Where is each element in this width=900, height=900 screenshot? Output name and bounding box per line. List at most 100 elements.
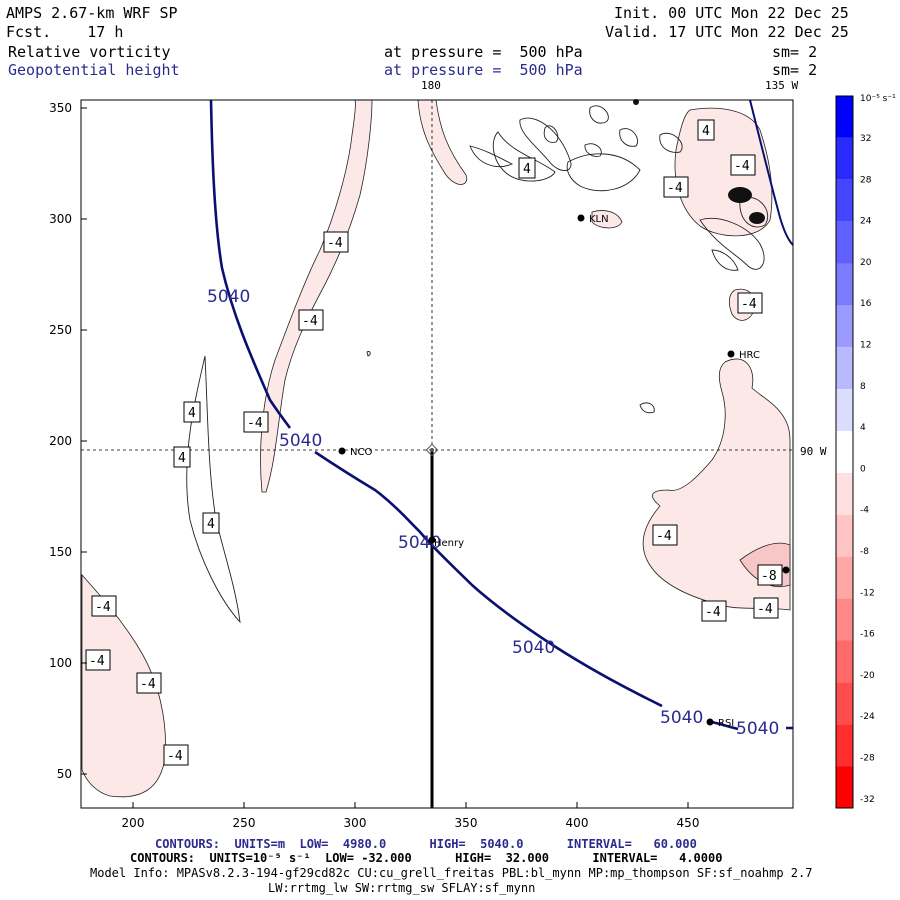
init-time: Init. 00 UTC Mon 22 Dec 25 xyxy=(614,4,849,22)
colorbar-tick-label: 24 xyxy=(860,217,872,227)
y-axis: 350 300 250 200 150 100 50 xyxy=(49,101,87,781)
colorbar-segment xyxy=(836,556,853,599)
height-label-5040: 5040 xyxy=(207,287,250,307)
colorbar-tick-label: 16 xyxy=(860,299,872,309)
colorbar-tick-label: 4 xyxy=(860,423,866,433)
vort-label: 4 xyxy=(207,517,215,532)
stations: KLN HRC NCO Henry RSI xyxy=(338,214,790,729)
x-axis: 200 250 300 350 400 450 xyxy=(122,802,700,830)
colorbar-tick-label: -28 xyxy=(860,754,875,764)
station-henry: Henry xyxy=(434,538,464,549)
y-tick-label: 200 xyxy=(49,434,72,448)
y-tick-label: 150 xyxy=(49,545,72,559)
colorbar-tick-label: 28 xyxy=(860,175,872,185)
vort-label: 4 xyxy=(178,451,186,466)
field1-smoothing: sm= 2 xyxy=(772,43,818,61)
lon-90w-label: 90 W xyxy=(800,445,827,458)
plot-frame xyxy=(80,99,794,809)
colorbar-tick-label: -4 xyxy=(860,506,869,516)
vort-label: -4 xyxy=(734,159,750,174)
vort-label: -4 xyxy=(327,236,343,251)
lon-135w-label: 135 W xyxy=(765,79,798,92)
vort-label: -4 xyxy=(757,602,773,617)
vort-label: -4 xyxy=(95,600,111,615)
vort-area-east-coast xyxy=(642,358,791,611)
colorbar-segment xyxy=(836,263,853,306)
field2-smoothing: sm= 2 xyxy=(772,61,818,79)
colorbar-segment xyxy=(836,598,853,641)
vort-label: -4 xyxy=(89,654,105,669)
vort-label: 4 xyxy=(702,124,710,139)
crosshair-marker xyxy=(425,443,439,457)
field2-pressure: at pressure = 500 hPa xyxy=(384,61,583,79)
colorbar-tick-label: 0 xyxy=(860,464,866,474)
colorbar-segment xyxy=(836,347,853,390)
vort-label: -4 xyxy=(302,314,318,329)
vort-label: 4 xyxy=(188,406,196,421)
footer-model-info-2: LW:rrtmg_lw SW:rrtmg_sw SFLAY:sf_mynn xyxy=(268,881,536,895)
colorbar-tick-label: 32 xyxy=(860,134,871,144)
x-tick-label: 350 xyxy=(455,816,478,830)
vort-area-kln xyxy=(591,210,623,229)
station-rsi: RSI xyxy=(718,718,734,729)
field1-name: Relative vorticity xyxy=(8,43,171,61)
colorbar-segment xyxy=(836,305,853,348)
colorbar-tick-label: -20 xyxy=(860,671,875,681)
lon-180-label: 180 xyxy=(421,79,441,92)
vort-label: -4 xyxy=(167,749,183,764)
vort-label: -4 xyxy=(140,677,156,692)
height-coast-east xyxy=(749,99,794,246)
colorbar-frame xyxy=(835,95,854,809)
x-tick-label: 250 xyxy=(233,816,256,830)
vort-label: -4 xyxy=(705,605,721,620)
colorbar-segment xyxy=(836,472,853,515)
y-tick-label: 350 xyxy=(49,101,72,115)
footer-vorticity-contours: CONTOURS: UNITS=10⁻⁵ s⁻¹ LOW= -32.000 HI… xyxy=(130,851,723,865)
height-5040-main xyxy=(314,450,663,708)
colorbar-tick-label: 20 xyxy=(860,258,872,268)
vort-loop-long xyxy=(186,355,241,624)
vort-label: -8 xyxy=(761,569,777,584)
footer-height-contours: CONTOURS: UNITS=m LOW= 4980.0 HIGH= 5040… xyxy=(155,837,697,851)
vort-label: -4 xyxy=(656,529,672,544)
vorticity-fills xyxy=(81,99,791,798)
model-title: AMPS 2.67-km WRF SP xyxy=(6,4,178,22)
vort-label: -4 xyxy=(741,297,757,312)
vort-label: -4 xyxy=(667,181,683,196)
field2-name: Geopotential height xyxy=(8,61,180,79)
colorbar-unit: 10⁻⁵ s⁻¹ xyxy=(860,94,896,104)
station-kln: KLN xyxy=(589,214,609,225)
colorbar-tick-label: -32 xyxy=(860,795,875,805)
x-tick-label: 400 xyxy=(566,816,589,830)
field1-pressure: at pressure = 500 hPa xyxy=(384,43,583,61)
vort-label: 4 xyxy=(523,162,531,177)
vort-area-top-strip xyxy=(417,99,468,185)
colorbar-tick-label: -24 xyxy=(860,712,875,722)
colorbar-segment xyxy=(836,389,853,432)
colorbar-segment xyxy=(836,96,853,138)
colorbar-tick-label: 8 xyxy=(860,382,866,392)
vort-label: -4 xyxy=(247,416,263,431)
y-tick-label: 50 xyxy=(57,767,72,781)
height-label-5040: 5040 xyxy=(660,708,703,728)
height-label-5040: 5040 xyxy=(736,719,779,739)
valid-time: Valid. 17 UTC Mon 22 Dec 25 xyxy=(605,23,849,41)
colorbar-segment xyxy=(836,724,853,767)
height-label-5040: 5040 xyxy=(279,431,322,451)
station-hrc: HRC xyxy=(739,350,760,361)
colorbar-segment xyxy=(836,766,853,808)
vort-loop-upper xyxy=(492,131,556,182)
colorbar-segment xyxy=(836,179,853,222)
colorbar-segment xyxy=(836,221,853,264)
colorbar-segment xyxy=(836,640,853,683)
colorbar-tick-label: -8 xyxy=(860,547,869,557)
colorbar-segment xyxy=(836,514,853,557)
x-tick-label: 450 xyxy=(677,816,700,830)
station-nco: NCO xyxy=(350,447,372,458)
height-contours xyxy=(209,99,794,731)
footer-model-info: Model Info: MPASv8.2.3-194-gf29cd82c CU:… xyxy=(90,866,813,880)
colorbar-segment xyxy=(836,682,853,725)
x-tick-label: 300 xyxy=(344,816,367,830)
colorbar-segment xyxy=(836,431,853,473)
